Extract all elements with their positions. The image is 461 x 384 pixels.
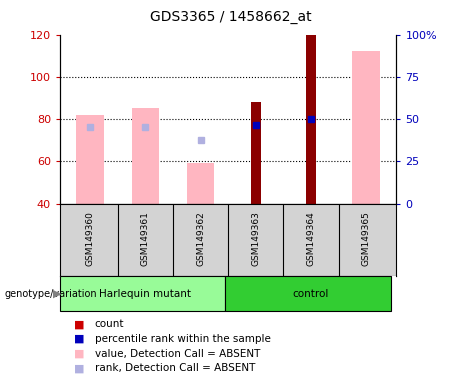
Text: GSM149361: GSM149361	[141, 211, 150, 266]
Bar	[306, 35, 316, 204]
Bar	[352, 51, 380, 204]
Text: rank, Detection Call = ABSENT: rank, Detection Call = ABSENT	[95, 363, 255, 373]
Bar	[132, 109, 159, 204]
Bar	[187, 164, 214, 204]
Text: GSM149360: GSM149360	[86, 211, 95, 266]
Bar	[77, 115, 104, 204]
Bar	[60, 276, 225, 311]
Text: control: control	[293, 289, 329, 299]
Text: ■: ■	[74, 319, 84, 329]
Text: genotype/variation: genotype/variation	[5, 289, 97, 299]
Bar	[251, 102, 261, 204]
Text: percentile rank within the sample: percentile rank within the sample	[95, 334, 271, 344]
Text: GSM149362: GSM149362	[196, 211, 205, 266]
Bar	[225, 276, 391, 311]
Text: count: count	[95, 319, 124, 329]
Text: Harlequin mutant: Harlequin mutant	[100, 289, 191, 299]
Text: GDS3365 / 1458662_at: GDS3365 / 1458662_at	[150, 10, 311, 23]
Text: GSM149363: GSM149363	[251, 211, 260, 266]
Text: GSM149365: GSM149365	[361, 211, 371, 266]
Text: GSM149364: GSM149364	[307, 211, 315, 266]
Text: value, Detection Call = ABSENT: value, Detection Call = ABSENT	[95, 349, 260, 359]
Text: ■: ■	[74, 349, 84, 359]
Text: ▶: ▶	[53, 289, 61, 299]
Text: ■: ■	[74, 334, 84, 344]
Text: ■: ■	[74, 363, 84, 373]
